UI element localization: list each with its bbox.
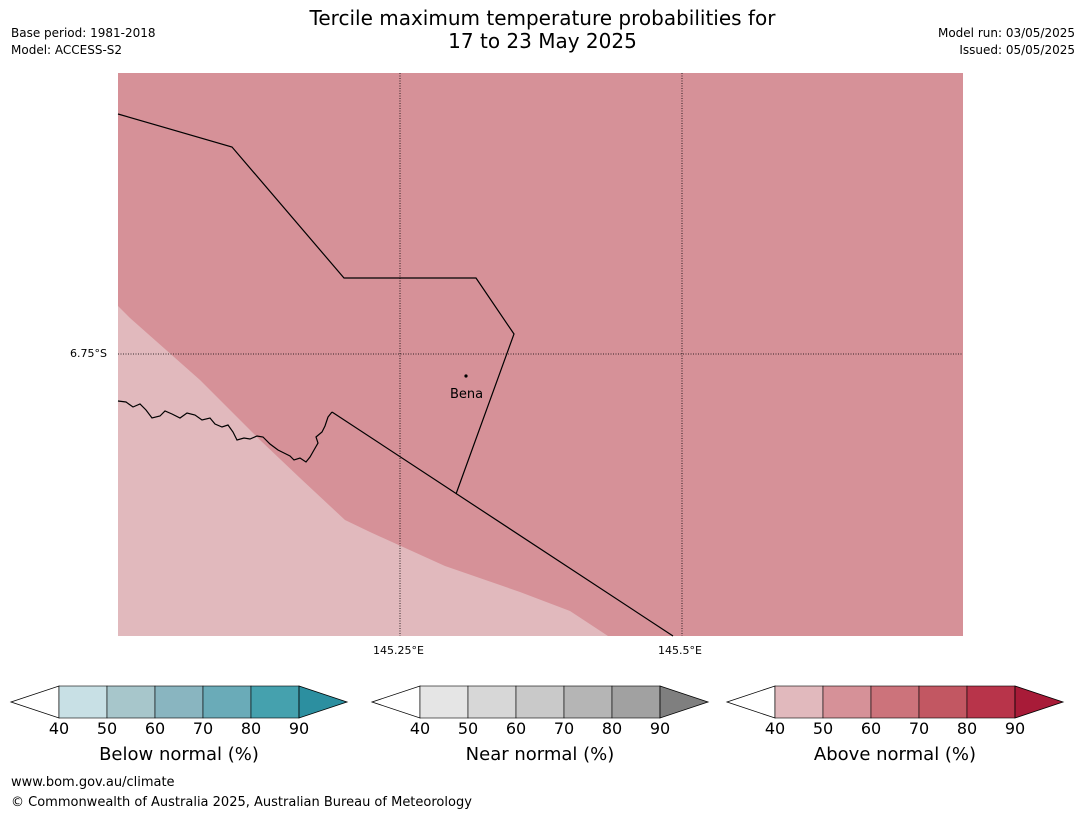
base-period: Base period: 1981-2018 [11,26,156,40]
lon-label-2: 145.5°E [658,644,702,657]
chart-title: Tercile maximum temperature probabilitie… [0,7,1085,53]
colorbar-near-tick: 50 [457,719,479,738]
footer-url[interactable]: www.bom.gov.au/climate [11,775,175,790]
colorbar-above-tick: 40 [764,719,786,738]
title-line-1: Tercile maximum temperature probabilitie… [309,6,776,30]
colorbar-below-tick: 50 [96,719,118,738]
colorbar-above-tick: 50 [812,719,834,738]
coastline [117,400,333,463]
colorbar-below-tick: 60 [144,719,166,738]
colorbar-label-above: Above normal (%) [813,744,977,765]
title-line-2: 17 to 23 May 2025 [448,29,637,53]
colorbar-label-near: Near normal (%) [465,744,615,765]
colorbar-below-tick: 40 [48,719,70,738]
colorbar-above-tick: 80 [956,719,978,738]
colorbar-near-tick: 80 [601,719,623,738]
province-boundary [117,113,515,495]
colorbar-below-tick: 90 [288,719,310,738]
map-region-above-40-50 [118,306,608,636]
colorbar-below-tick: 70 [192,719,214,738]
model-run: Model run: 03/05/2025 [937,26,1075,40]
place-marker-bena [464,374,468,378]
meta-right: Model run: 03/05/2025 Issued: 05/05/2025 [938,25,1075,59]
colorbar-near-tick: 90 [649,719,671,738]
colorbar-above-tick: 90 [1004,719,1026,738]
colorbar-near-tick: 40 [409,719,431,738]
colorbar-near-tick: 60 [505,719,527,738]
colorbar-above-tick: 60 [860,719,882,738]
footer-copyright: © Commonwealth of Australia 2025, Austra… [11,795,472,810]
meta-left: Base period: 1981-2018 Model: ACCESS-S2 [11,25,156,59]
place-label-bena: Bena [450,387,484,402]
province-boundary-south [331,411,674,637]
lon-label-1: 145.25°E [373,644,424,657]
colorbar-below-tick: 80 [240,719,262,738]
lat-label: 6.75°S [70,347,107,360]
issued-date: Issued: 05/05/2025 [959,43,1075,57]
model-name: Model: ACCESS-S2 [11,43,123,57]
colorbar-near-tick: 70 [553,719,575,738]
colorbar-label-below: Below normal (%) [99,744,259,765]
colorbar-above-tick: 70 [908,719,930,738]
